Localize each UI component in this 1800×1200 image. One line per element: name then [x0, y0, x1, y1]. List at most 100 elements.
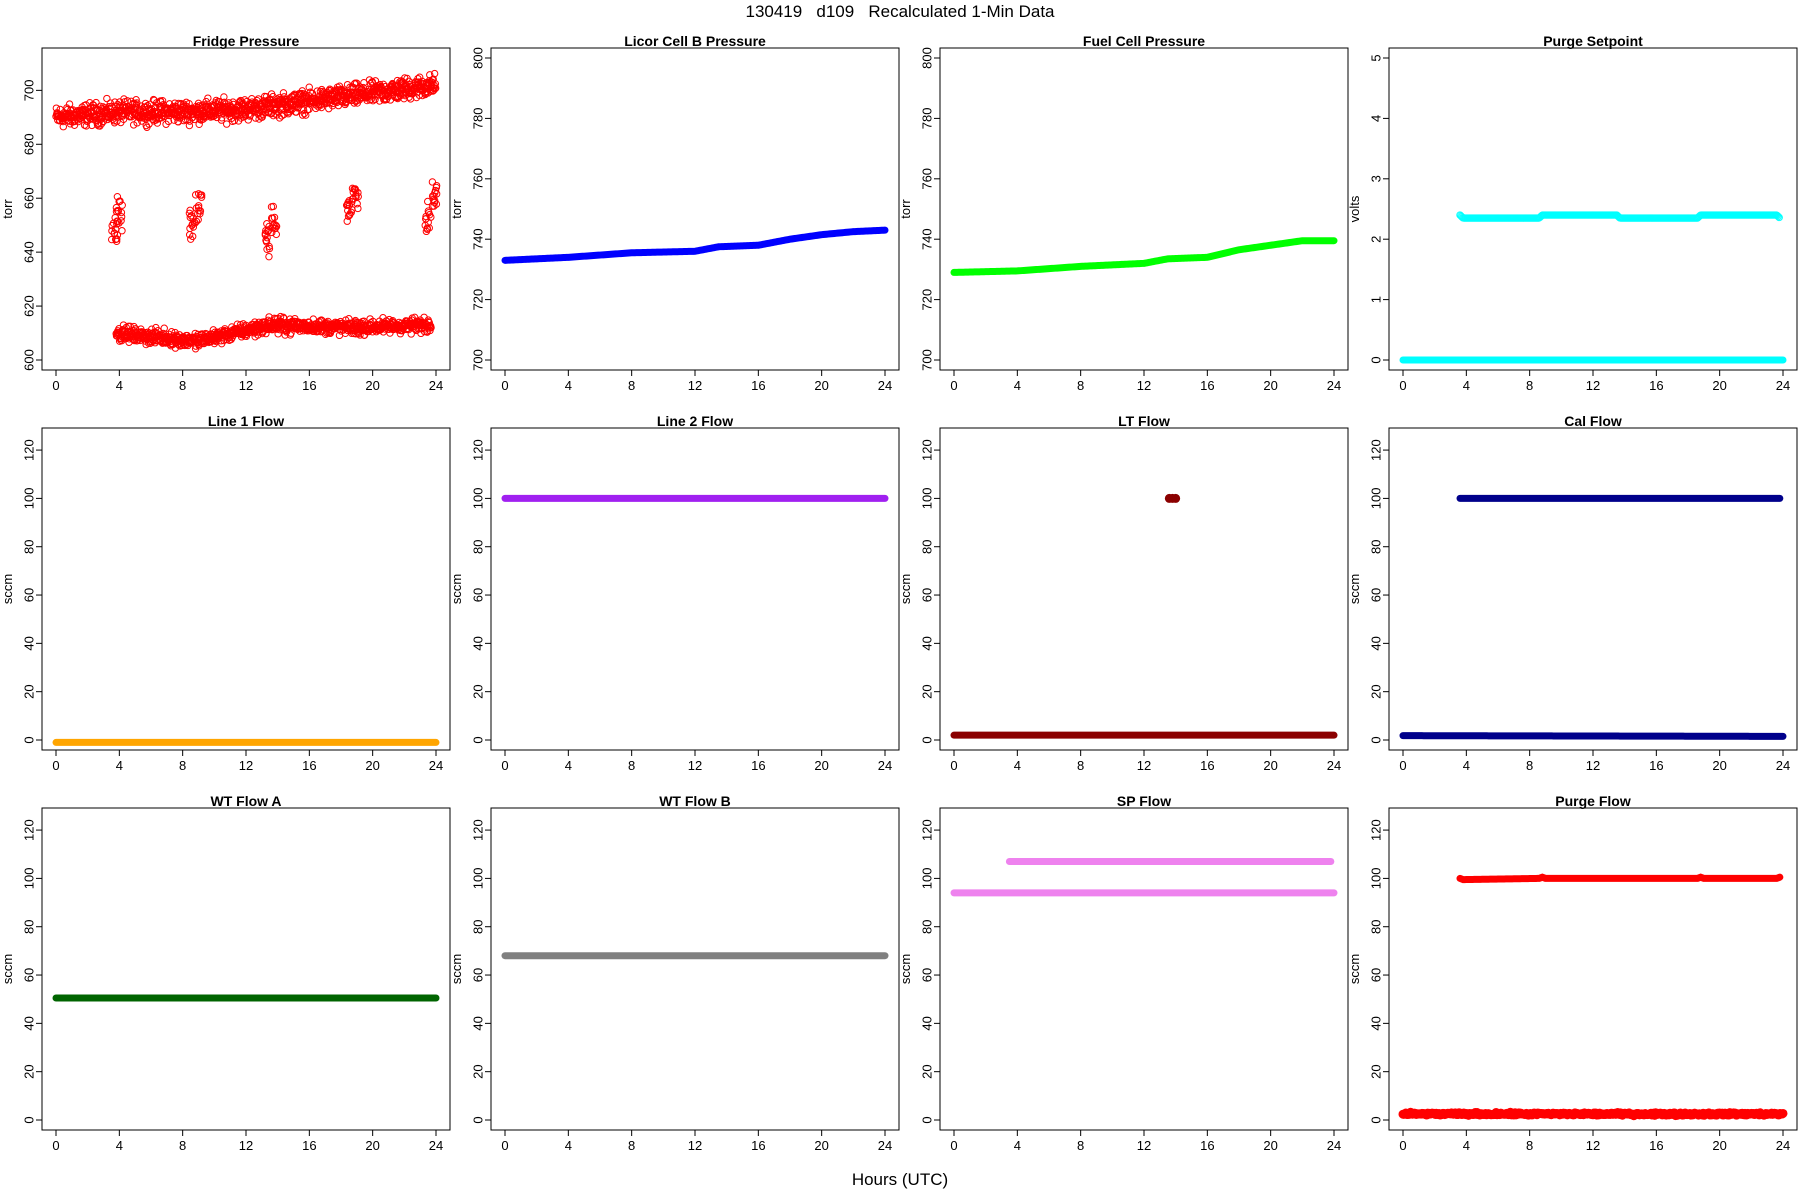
data-point	[302, 111, 310, 119]
data-point	[343, 80, 352, 89]
series-spike	[1164, 493, 1181, 503]
y-tick-label: 40	[919, 1016, 934, 1030]
y-tick-label: 40	[470, 636, 485, 650]
panel-sp-flow: SP Flow 0 4 8 12 16 20 24 0 20 40 60 80 100 120 sccm	[898, 793, 1349, 1153]
data-point	[415, 73, 424, 81]
y-axis-label: sccm	[0, 954, 15, 984]
x-tick-label: 0	[950, 378, 957, 393]
series-line	[950, 237, 1338, 276]
data-point	[106, 99, 115, 107]
y-tick-label: 0	[470, 1116, 485, 1123]
x-tick-label: 16	[751, 758, 765, 773]
y-tick-label: 100	[21, 868, 36, 890]
y-tick-label: 640	[21, 241, 36, 263]
series-purge-low-3	[261, 202, 281, 261]
y-tick-label: 120	[1368, 439, 1383, 461]
data-point	[197, 193, 206, 201]
panel-title: Cal Flow	[1564, 413, 1622, 429]
y-tick-label: 0	[21, 736, 36, 743]
data-point	[187, 212, 196, 220]
x-tick-label: 24	[429, 1138, 443, 1153]
y-tick-label: 0	[470, 736, 485, 743]
panel-line-2-flow: Line 2 Flow 0 4 8 12 16 20 24 0 20 40 60 80 100 120 scc…	[449, 413, 900, 773]
y-tick-label: 60	[919, 588, 934, 602]
data-point	[222, 120, 231, 128]
x-tick-label: 24	[1327, 758, 1341, 773]
y-axis-label: sccm	[0, 574, 15, 604]
y-tick-label: 40	[21, 1016, 36, 1030]
x-tick-label: 0	[950, 1138, 957, 1153]
x-tick-label: 8	[1077, 1138, 1084, 1153]
data-point	[272, 230, 280, 239]
x-tick-label: 12	[688, 378, 702, 393]
panel-title: Fridge Pressure	[193, 33, 300, 49]
x-tick-label: 4	[1463, 758, 1470, 773]
x-tick-label: 0	[1399, 758, 1406, 773]
x-tick-label: 24	[1776, 1138, 1790, 1153]
x-tick-label: 12	[1137, 378, 1151, 393]
plot-frame	[490, 427, 900, 751]
y-axis-label: volts	[1347, 195, 1362, 222]
y-tick-label: 60	[21, 588, 36, 602]
y-tick-label: 100	[470, 488, 485, 510]
y-tick-label: 80	[470, 539, 485, 553]
y-tick-label: 0	[919, 1116, 934, 1123]
x-tick-label: 8	[1077, 758, 1084, 773]
x-tick-label: 0	[1399, 378, 1406, 393]
y-axis-label: sccm	[1347, 574, 1362, 604]
y-tick-label: 120	[21, 819, 36, 841]
y-tick-label: 0	[21, 1116, 36, 1123]
y-tick-label: 780	[919, 108, 934, 130]
panel-licor-cell-b-pressure: Licor Cell B Pressure 0 4 8 12 16 20 24 700 720 74…	[449, 33, 900, 393]
panel-fridge-pressure: Fridge Pressure 0 4 8 12 16 20 24 600 620 640 660 68…	[0, 33, 451, 393]
y-tick-label: 20	[21, 1064, 36, 1078]
data-point	[1775, 213, 1783, 222]
x-tick-label: 8	[1526, 378, 1533, 393]
y-axis-label: torr	[0, 199, 15, 219]
x-tick-label: 4	[565, 378, 572, 393]
series-baseline	[52, 69, 440, 131]
y-tick-label: 700	[21, 80, 36, 102]
x-tick-label: 4	[565, 1138, 572, 1153]
y-axis-label: torr	[898, 199, 913, 219]
plot-frame	[939, 427, 1349, 751]
data-point	[263, 245, 271, 254]
y-tick-label: 800	[919, 47, 934, 69]
data-point	[425, 211, 434, 219]
data-point	[1778, 1108, 1788, 1118]
x-tick-label: 8	[1526, 758, 1533, 773]
panel-title: Line 2 Flow	[657, 413, 733, 429]
y-tick-label: 120	[1368, 819, 1383, 841]
data-point	[59, 123, 68, 131]
y-tick-label: 20	[1368, 684, 1383, 698]
y-axis-label: sccm	[449, 574, 464, 604]
x-tick-label: 20	[365, 758, 379, 773]
plot-frame	[490, 47, 900, 371]
panel-title: Fuel Cell Pressure	[1083, 33, 1205, 49]
series-purges	[1456, 211, 1783, 222]
y-tick-label: 120	[919, 819, 934, 841]
y-axis-label: sccm	[898, 574, 913, 604]
y-tick-label: 120	[470, 439, 485, 461]
y-tick-label: 20	[1368, 1064, 1383, 1078]
series-purges	[1456, 873, 1784, 884]
panel-title: WT Flow B	[659, 793, 731, 809]
x-tick-label: 4	[1014, 1138, 1021, 1153]
y-tick-label: 600	[21, 349, 36, 371]
data-point	[118, 201, 126, 209]
x-tick-label: 8	[179, 1138, 186, 1153]
data-point	[194, 204, 203, 212]
y-tick-label: 780	[470, 108, 485, 130]
y-tick-label: 800	[470, 47, 485, 69]
x-tick-label: 20	[1712, 758, 1726, 773]
y-tick-label: 740	[470, 228, 485, 250]
y-tick-label: 0	[1368, 1116, 1383, 1123]
plot-frame	[41, 427, 451, 751]
y-tick-label: 2	[1368, 236, 1383, 243]
data-point	[1171, 493, 1181, 503]
data-point	[220, 98, 228, 107]
x-tick-label: 12	[1586, 378, 1600, 393]
data-point	[354, 188, 362, 197]
y-tick-label: 20	[919, 1064, 934, 1078]
